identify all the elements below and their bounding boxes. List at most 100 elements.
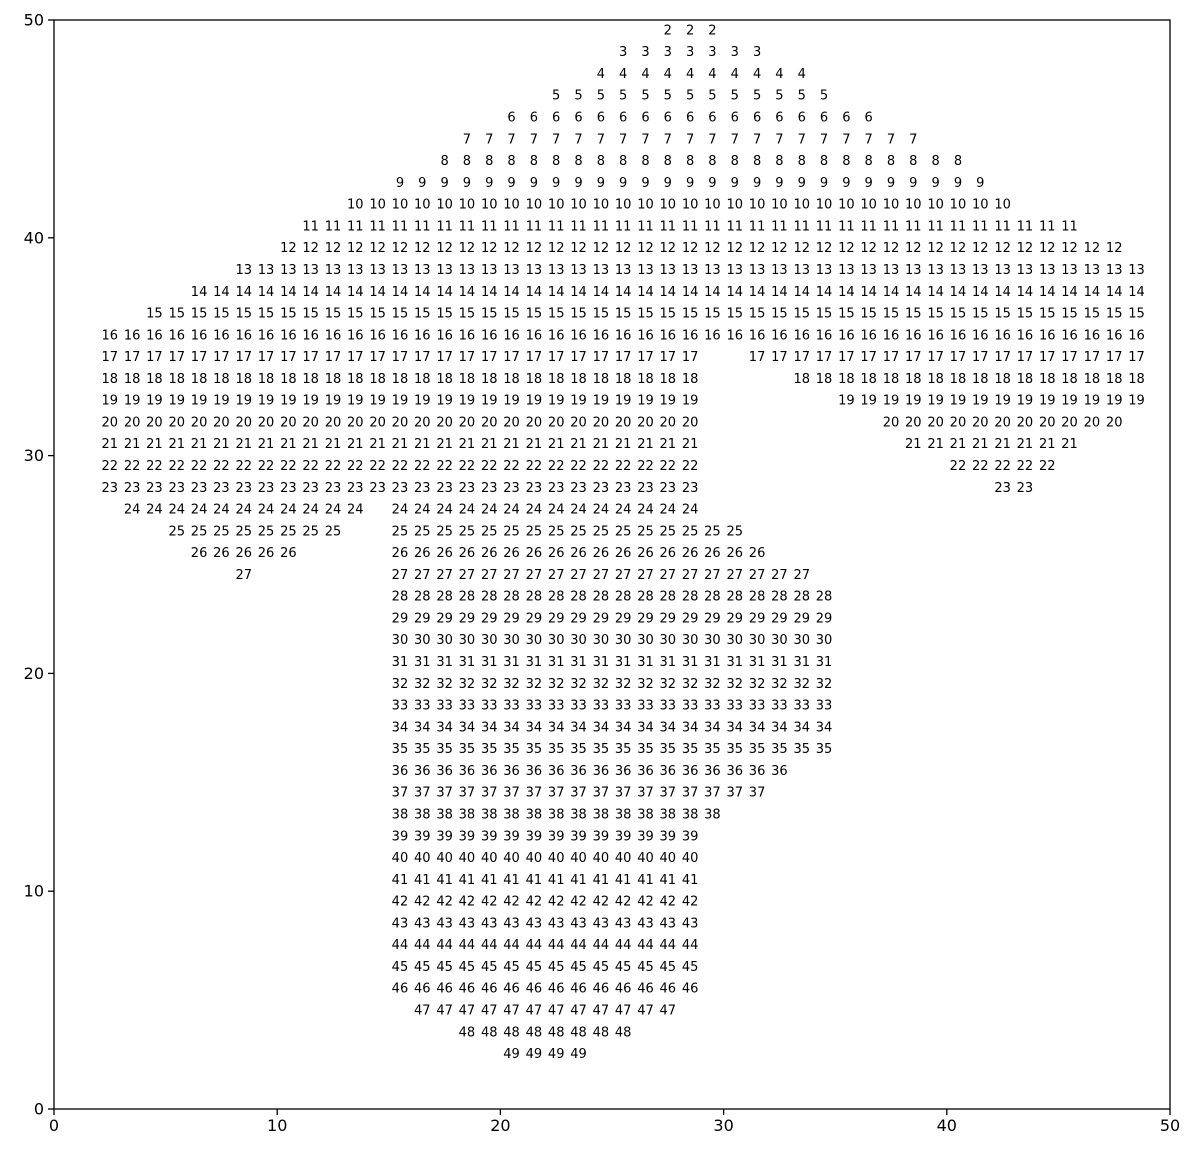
point-label: 30	[749, 633, 766, 648]
point-label: 29	[593, 611, 610, 626]
point-label: 5	[574, 89, 582, 104]
point-label: 24	[503, 503, 520, 518]
point-label: 18	[503, 372, 520, 387]
point-label: 15	[615, 307, 632, 322]
point-label: 34	[660, 720, 677, 735]
point-label: 23	[459, 481, 476, 496]
point-label: 9	[686, 176, 694, 191]
point-label: 20	[660, 415, 677, 430]
point-label: 9	[440, 176, 448, 191]
point-label: 20	[191, 415, 208, 430]
point-label: 26	[570, 546, 587, 561]
point-label: 8	[574, 154, 582, 169]
point-label: 18	[414, 372, 431, 387]
point-label: 35	[637, 742, 654, 757]
point-label: 48	[503, 1025, 520, 1040]
point-label: 13	[347, 263, 364, 278]
point-label: 29	[392, 611, 409, 626]
point-label: 19	[414, 394, 431, 409]
point-label: 27	[593, 568, 610, 583]
point-label: 9	[507, 176, 515, 191]
point-label: 5	[731, 89, 739, 104]
point-label: 38	[481, 807, 498, 822]
point-label: 19	[369, 394, 386, 409]
point-label: 48	[548, 1025, 565, 1040]
point-label: 11	[1017, 219, 1034, 234]
point-label: 16	[392, 328, 409, 343]
point-label: 5	[798, 89, 806, 104]
point-label: 12	[994, 241, 1011, 256]
point-label: 40	[436, 851, 453, 866]
point-label: 21	[392, 437, 409, 452]
point-label: 19	[302, 394, 319, 409]
point-label: 18	[325, 372, 342, 387]
point-label: 14	[816, 285, 833, 300]
point-label: 15	[883, 307, 900, 322]
point-label: 16	[570, 328, 587, 343]
point-label: 20	[369, 415, 386, 430]
point-label: 17	[414, 350, 431, 365]
point-label: 16	[838, 328, 855, 343]
point-label: 13	[235, 263, 252, 278]
point-label: 45	[526, 960, 543, 975]
point-label: 19	[1039, 394, 1056, 409]
point-label: 13	[325, 263, 342, 278]
point-label: 23	[1017, 481, 1034, 496]
point-label: 18	[1106, 372, 1123, 387]
point-label: 46	[526, 982, 543, 997]
point-label: 36	[615, 764, 632, 779]
point-label: 31	[503, 655, 520, 670]
point-label: 26	[392, 546, 409, 561]
point-label: 3	[708, 45, 716, 60]
point-label: 34	[503, 720, 520, 735]
point-label: 38	[660, 807, 677, 822]
point-label: 36	[436, 764, 453, 779]
point-label: 46	[436, 982, 453, 997]
point-label: 13	[280, 263, 297, 278]
point-label: 33	[459, 699, 476, 714]
point-label: 4	[753, 67, 761, 82]
point-label: 32	[615, 677, 632, 692]
point-label: 21	[146, 437, 163, 452]
point-label: 39	[682, 829, 699, 844]
point-label: 9	[731, 176, 739, 191]
point-label: 33	[771, 699, 788, 714]
point-label: 27	[749, 568, 766, 583]
point-label: 20	[682, 415, 699, 430]
point-label: 5	[552, 89, 560, 104]
point-label: 4	[641, 67, 649, 82]
point-label: 11	[369, 219, 386, 234]
point-label: 15	[392, 307, 409, 322]
point-label: 8	[664, 154, 672, 169]
point-label: 38	[637, 807, 654, 822]
point-label: 23	[637, 481, 654, 496]
point-label: 29	[526, 611, 543, 626]
point-label: 17	[168, 350, 185, 365]
point-label: 10	[994, 198, 1011, 213]
point-label: 19	[436, 394, 453, 409]
point-label: 16	[1084, 328, 1101, 343]
point-label: 11	[570, 219, 587, 234]
point-label: 22	[548, 459, 565, 474]
point-label: 6	[798, 111, 806, 126]
point-label: 27	[615, 568, 632, 583]
point-label: 24	[191, 503, 208, 518]
point-label: 41	[414, 873, 431, 888]
point-label: 24	[325, 503, 342, 518]
point-label: 13	[369, 263, 386, 278]
point-label: 9	[887, 176, 895, 191]
point-label: 7	[664, 132, 672, 147]
point-label: 22	[459, 459, 476, 474]
point-label: 38	[392, 807, 409, 822]
point-label: 11	[660, 219, 677, 234]
point-label: 32	[771, 677, 788, 692]
point-label: 4	[619, 67, 627, 82]
point-label: 15	[1039, 307, 1056, 322]
point-label: 19	[838, 394, 855, 409]
point-label: 15	[1017, 307, 1034, 322]
point-label: 13	[749, 263, 766, 278]
point-label: 41	[481, 873, 498, 888]
point-label: 11	[548, 219, 565, 234]
point-label: 45	[570, 960, 587, 975]
point-label: 19	[994, 394, 1011, 409]
